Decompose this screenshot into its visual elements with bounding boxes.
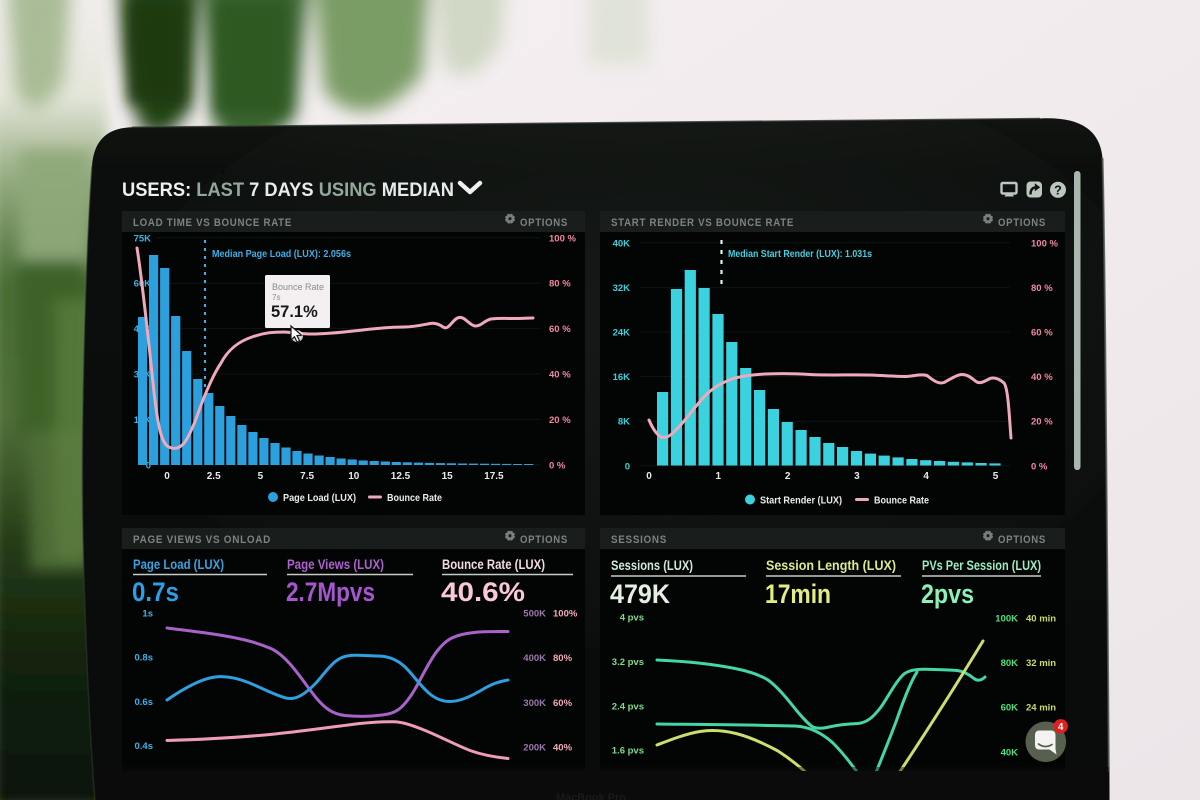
svg-text:MacBook Pro: MacBook Pro bbox=[556, 792, 626, 800]
svg-text:80 %: 80 % bbox=[549, 279, 571, 290]
svg-text:PAGE VIEWS VS ONLOAD: PAGE VIEWS VS ONLOAD bbox=[133, 534, 271, 546]
svg-text:0.6s: 0.6s bbox=[135, 697, 154, 708]
svg-text:24K: 24K bbox=[613, 328, 631, 339]
svg-text:20 %: 20 % bbox=[549, 415, 571, 426]
svg-text:8K: 8K bbox=[618, 417, 630, 428]
svg-text:OPTIONS: OPTIONS bbox=[520, 534, 568, 546]
svg-text:Sessions (LUX): Sessions (LUX) bbox=[611, 558, 693, 573]
svg-text:0: 0 bbox=[646, 471, 652, 482]
svg-text:40.6%: 40.6% bbox=[441, 577, 525, 607]
svg-text:32 min: 32 min bbox=[1026, 658, 1056, 669]
svg-text:Bounce Rate: Bounce Rate bbox=[387, 492, 442, 504]
svg-text:0: 0 bbox=[146, 460, 151, 471]
svg-text:Median Start Render (LUX): 1.0: Median Start Render (LUX): 1.031s bbox=[728, 248, 872, 260]
svg-text:40K: 40K bbox=[1001, 747, 1019, 758]
svg-text:7.5: 7.5 bbox=[300, 471, 314, 482]
svg-text:4: 4 bbox=[923, 471, 929, 482]
svg-text:12.5: 12.5 bbox=[391, 471, 411, 482]
svg-text:Bounce Rate (LUX): Bounce Rate (LUX) bbox=[442, 557, 545, 572]
svg-text:100 %: 100 % bbox=[549, 233, 576, 244]
svg-text:10: 10 bbox=[348, 471, 360, 482]
svg-text:1: 1 bbox=[716, 471, 722, 482]
svg-text:0.8s: 0.8s bbox=[135, 653, 154, 664]
svg-text:Session Length (LUX): Session Length (LUX) bbox=[766, 558, 896, 573]
svg-text:0: 0 bbox=[625, 461, 630, 472]
svg-text:40K: 40K bbox=[613, 238, 631, 249]
svg-text:57.1%: 57.1% bbox=[271, 303, 318, 321]
svg-text:20 %: 20 % bbox=[1031, 417, 1053, 428]
svg-text:40%: 40% bbox=[553, 743, 573, 754]
svg-text:500K: 500K bbox=[523, 609, 546, 620]
svg-text:80%: 80% bbox=[553, 653, 573, 664]
svg-text:0 %: 0 % bbox=[1031, 461, 1048, 472]
svg-text:200K: 200K bbox=[523, 743, 546, 754]
svg-text:4 pvs: 4 pvs bbox=[620, 613, 644, 624]
svg-text:START RENDER VS BOUNCE RATE: START RENDER VS BOUNCE RATE bbox=[611, 217, 794, 229]
svg-text:80 %: 80 % bbox=[1031, 283, 1053, 294]
svg-text:Bounce Rate: Bounce Rate bbox=[272, 282, 324, 292]
svg-text:100 %: 100 % bbox=[1031, 238, 1058, 249]
svg-text:1s: 1s bbox=[142, 609, 153, 620]
svg-text:60K: 60K bbox=[1001, 703, 1019, 714]
svg-text:479K: 479K bbox=[610, 579, 670, 609]
svg-text:Page Load (LUX): Page Load (LUX) bbox=[283, 492, 356, 504]
svg-text:SESSIONS: SESSIONS bbox=[611, 534, 667, 546]
svg-text:USERS: LAST 7 DAYS USING MEDIA: USERS: LAST 7 DAYS USING MEDIAN bbox=[122, 179, 454, 201]
svg-text:80K: 80K bbox=[1001, 658, 1019, 669]
svg-text:60 %: 60 % bbox=[549, 324, 571, 335]
svg-text:100%: 100% bbox=[553, 609, 578, 620]
svg-text:40 %: 40 % bbox=[549, 370, 571, 381]
svg-text:0.4s: 0.4s bbox=[135, 741, 154, 752]
svg-text:3.2 pvs: 3.2 pvs bbox=[612, 657, 644, 668]
svg-text:17.5: 17.5 bbox=[484, 471, 504, 482]
svg-text:300K: 300K bbox=[523, 698, 546, 709]
svg-text:?: ? bbox=[1054, 183, 1062, 197]
svg-text:3: 3 bbox=[854, 471, 860, 482]
svg-text:Page Load (LUX): Page Load (LUX) bbox=[133, 557, 224, 572]
svg-text:400K: 400K bbox=[523, 653, 546, 664]
svg-text:60 %: 60 % bbox=[1031, 328, 1053, 339]
svg-text:16K: 16K bbox=[613, 372, 631, 383]
svg-text:5: 5 bbox=[993, 471, 999, 482]
svg-text:Page Views (LUX): Page Views (LUX) bbox=[287, 557, 384, 572]
svg-text:5: 5 bbox=[258, 471, 264, 482]
svg-text:100K: 100K bbox=[995, 614, 1018, 625]
svg-text:75K: 75K bbox=[134, 233, 152, 244]
svg-text:4: 4 bbox=[1058, 722, 1064, 733]
svg-text:2.7Mpvs: 2.7Mpvs bbox=[286, 577, 375, 607]
svg-text:0: 0 bbox=[164, 471, 170, 482]
svg-text:Bounce Rate: Bounce Rate bbox=[874, 495, 929, 507]
svg-text:2.4 pvs: 2.4 pvs bbox=[612, 701, 644, 712]
svg-text:60%: 60% bbox=[553, 698, 573, 709]
svg-text:0.7s: 0.7s bbox=[132, 577, 179, 607]
svg-text:40 min: 40 min bbox=[1026, 614, 1056, 625]
svg-text:2pvs: 2pvs bbox=[921, 579, 974, 609]
svg-text:17min: 17min bbox=[765, 579, 831, 609]
svg-text:40 %: 40 % bbox=[1031, 372, 1053, 383]
svg-text:32K: 32K bbox=[613, 283, 631, 294]
svg-text:15: 15 bbox=[442, 471, 454, 482]
svg-text:1.6 pvs: 1.6 pvs bbox=[612, 746, 644, 757]
svg-text:0 %: 0 % bbox=[549, 460, 566, 471]
svg-text:OPTIONS: OPTIONS bbox=[998, 217, 1046, 229]
svg-text:Median Page Load (LUX): 2.056s: Median Page Load (LUX): 2.056s bbox=[212, 248, 351, 260]
svg-text:7s: 7s bbox=[272, 293, 280, 302]
svg-text:OPTIONS: OPTIONS bbox=[998, 534, 1046, 546]
svg-text:PVs Per Session (LUX): PVs Per Session (LUX) bbox=[922, 558, 1041, 573]
svg-text:Start Render (LUX): Start Render (LUX) bbox=[760, 495, 842, 507]
svg-text:LOAD TIME VS BOUNCE RATE: LOAD TIME VS BOUNCE RATE bbox=[133, 217, 292, 229]
svg-text:2.5: 2.5 bbox=[207, 471, 221, 482]
svg-text:OPTIONS: OPTIONS bbox=[520, 217, 568, 229]
svg-text:2: 2 bbox=[785, 471, 791, 482]
svg-text:24 min: 24 min bbox=[1026, 703, 1056, 714]
